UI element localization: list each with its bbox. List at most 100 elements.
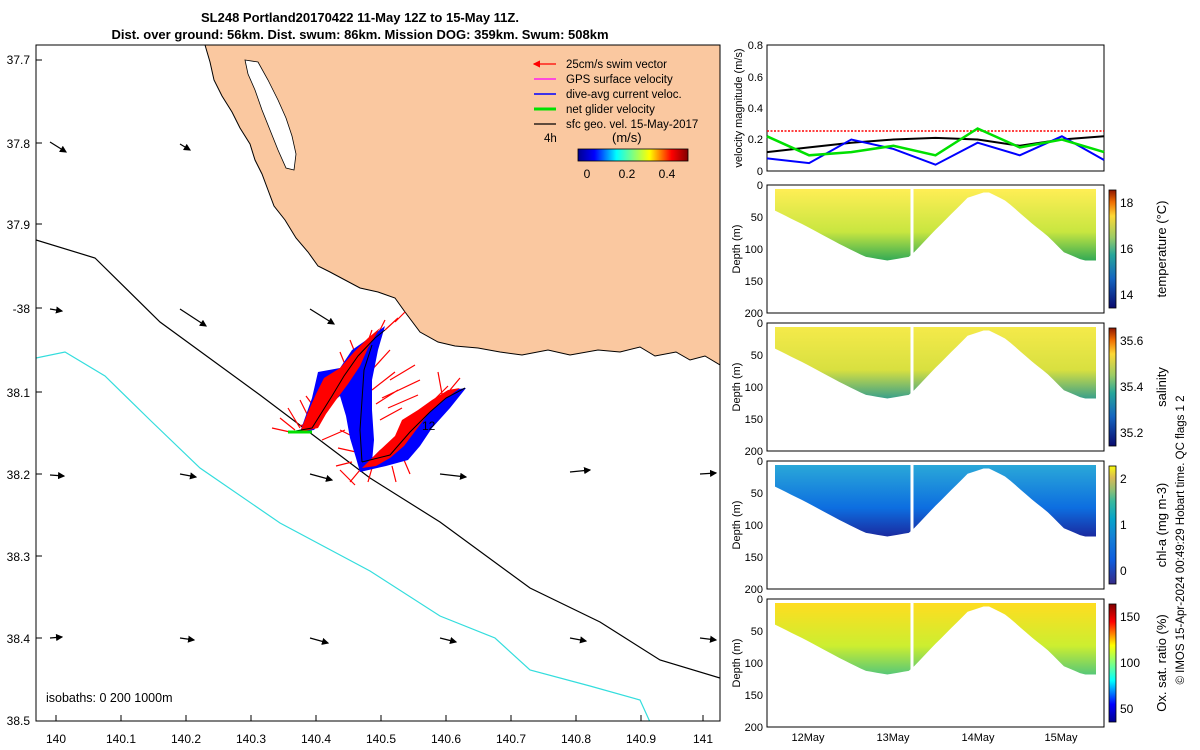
lon-tick: 140.1 xyxy=(106,732,136,746)
chart-subtitle: Dist. over ground: 56km. Dist. swum: 86k… xyxy=(111,27,609,42)
chla-colorbar xyxy=(1108,465,1117,585)
depth-tick: 0 xyxy=(757,594,763,606)
depth-tick: 50 xyxy=(751,626,763,638)
map-legend: 25cm/s swim vector GPS surface velocity … xyxy=(532,59,698,181)
coastline xyxy=(204,45,720,366)
depth-tick: 0 xyxy=(757,456,763,468)
temperature-section: 0 50 100 150 200 Depth (m) 14 16 18 temperature (… xyxy=(731,180,1169,320)
velocity-ylabel: velocity magnitude (m/s) xyxy=(733,48,745,167)
lon-tick: 140.5 xyxy=(366,732,396,746)
depth-tick: 50 xyxy=(751,350,763,362)
lake xyxy=(244,59,297,171)
salinity-colorbar-label: salinity xyxy=(1154,367,1169,407)
salinity-ylabel: Depth (m) xyxy=(731,363,743,412)
lon-tick: 140.9 xyxy=(626,732,656,746)
colorbar-tick: 35.2 xyxy=(1120,426,1144,440)
temperature-colorbar xyxy=(1108,189,1117,309)
lon-tick: 140.7 xyxy=(496,732,526,746)
colorbar-tick: 16 xyxy=(1120,242,1134,256)
isobaths-label: isobaths: 0 200 1000m xyxy=(46,691,172,705)
lat-tick: 37.7 xyxy=(7,53,31,67)
date-tick: 12May xyxy=(791,732,825,744)
colorbar-tick: 100 xyxy=(1120,656,1140,670)
depth-tick: 0 xyxy=(757,318,763,330)
lat-tick-marks xyxy=(36,59,42,639)
chla-colorbar-label: chl-a (mg m-3) xyxy=(1154,483,1169,568)
depth-tick: 150 xyxy=(745,276,763,288)
lat-tick: 38.4 xyxy=(7,632,31,646)
colorbar-tick: 35.4 xyxy=(1120,380,1144,394)
isobath-200 xyxy=(36,239,720,679)
lat-tick: -38 xyxy=(13,302,31,316)
depth-tick: 50 xyxy=(751,212,763,224)
lon-tick-marks xyxy=(55,715,704,721)
date-tick: 14May xyxy=(961,732,995,744)
depth-tick: 200 xyxy=(745,308,763,320)
temperature-ylabel: Depth (m) xyxy=(731,225,743,274)
colorbar-tick: 0 xyxy=(1120,564,1127,578)
lon-axis: 140 140.1 140.2 140.3 140.4 140.5 140.6 … xyxy=(46,732,713,746)
map-frame xyxy=(35,44,721,722)
lat-tick: 38.2 xyxy=(7,468,31,482)
depth-tick: 200 xyxy=(745,584,763,596)
colorbar-unit: (m/s) xyxy=(612,130,642,145)
legend-label: dive-avg current veloc. xyxy=(566,89,682,101)
chla-field xyxy=(775,465,1096,537)
colorbar-tick: 50 xyxy=(1120,702,1134,716)
chla-section: 0 50 100 150 200 Depth (m) 0 1 2 chl-a (mg m-3) xyxy=(731,456,1169,596)
colorbar-tick: 2 xyxy=(1120,472,1127,486)
date-tick: 13May xyxy=(876,732,910,744)
velocity-series xyxy=(766,127,1105,166)
map-panel: 12 37.7 37.8 37.9 -38 38.1 38.2 38 xyxy=(7,44,721,746)
lat-tick: 38.5 xyxy=(7,714,31,728)
glider-track xyxy=(289,329,466,463)
colorbar-tick: 35.6 xyxy=(1120,334,1144,348)
lon-tick: 141 xyxy=(693,732,713,746)
oxygen-colorbar xyxy=(1108,603,1117,723)
depth-tick: 150 xyxy=(745,414,763,426)
depth-tick: 200 xyxy=(745,722,763,734)
salinity-field xyxy=(775,327,1096,399)
land-area xyxy=(205,45,720,365)
velocity-panel: 0 0.2 0.4 0.6 0.8 velocity magnitude (m/… xyxy=(733,40,1105,178)
lon-tick: 140.2 xyxy=(171,732,201,746)
depth-tick: 100 xyxy=(745,658,763,670)
velocity-line xyxy=(766,127,1105,157)
oxygen-colorbar-label: Ox. sat. ratio (%) xyxy=(1154,614,1169,712)
depth-tick: 0 xyxy=(757,180,763,192)
colorbar-tick: 1 xyxy=(1120,518,1127,532)
legend-label: net glider velocity xyxy=(566,104,655,116)
colorbar-tick: 14 xyxy=(1120,288,1134,302)
lat-tick: 38.1 xyxy=(7,386,31,400)
geostrophic-vector-field xyxy=(49,141,718,645)
colorbar-tick: 18 xyxy=(1120,196,1134,210)
date-axis: 12May 13May 14May 15May xyxy=(791,732,1078,744)
velocity-tick: 0.6 xyxy=(748,72,763,84)
lon-tick: 140.4 xyxy=(301,732,331,746)
chart-title: SL248 Portland20170422 11-May 12Z to 15-… xyxy=(201,10,519,25)
legend-label: GPS surface velocity xyxy=(566,74,673,86)
lon-tick: 140 xyxy=(46,732,66,746)
colorbar-interval: 4h xyxy=(544,133,557,145)
track-label: 12 xyxy=(422,419,436,433)
chla-ylabel: Depth (m) xyxy=(731,501,743,550)
oxygen-field xyxy=(775,603,1096,675)
footer-credit: © IMOS 15-Apr-2024 00:49:29 Hobart time.… xyxy=(1175,395,1187,684)
temperature-field xyxy=(775,189,1096,261)
salinity-section: 0 50 100 150 200 Depth (m) 35.2 35.4 35.6 salinit… xyxy=(731,318,1169,458)
oxygen-section: 0 50 100 150 200 Depth (m) 50 100 150 Ox. sat. ra… xyxy=(731,594,1169,734)
colorbar-tick: 0 xyxy=(584,167,591,181)
legend-label: sfc geo. vel. 15-May-2017 xyxy=(566,119,698,131)
salinity-colorbar xyxy=(1108,327,1117,447)
depth-tick: 50 xyxy=(751,488,763,500)
velocity-frame xyxy=(766,44,1105,172)
colorbar-tick: 0.2 xyxy=(619,167,636,181)
lon-tick: 140.8 xyxy=(561,732,591,746)
lat-tick: 37.9 xyxy=(7,218,31,232)
oxygen-ylabel: Depth (m) xyxy=(731,639,743,688)
lat-axis: 37.7 37.8 37.9 -38 38.1 38.2 38.3 38.4 3… xyxy=(7,53,31,728)
lon-tick: 140.3 xyxy=(236,732,266,746)
depth-tick: 200 xyxy=(745,446,763,458)
